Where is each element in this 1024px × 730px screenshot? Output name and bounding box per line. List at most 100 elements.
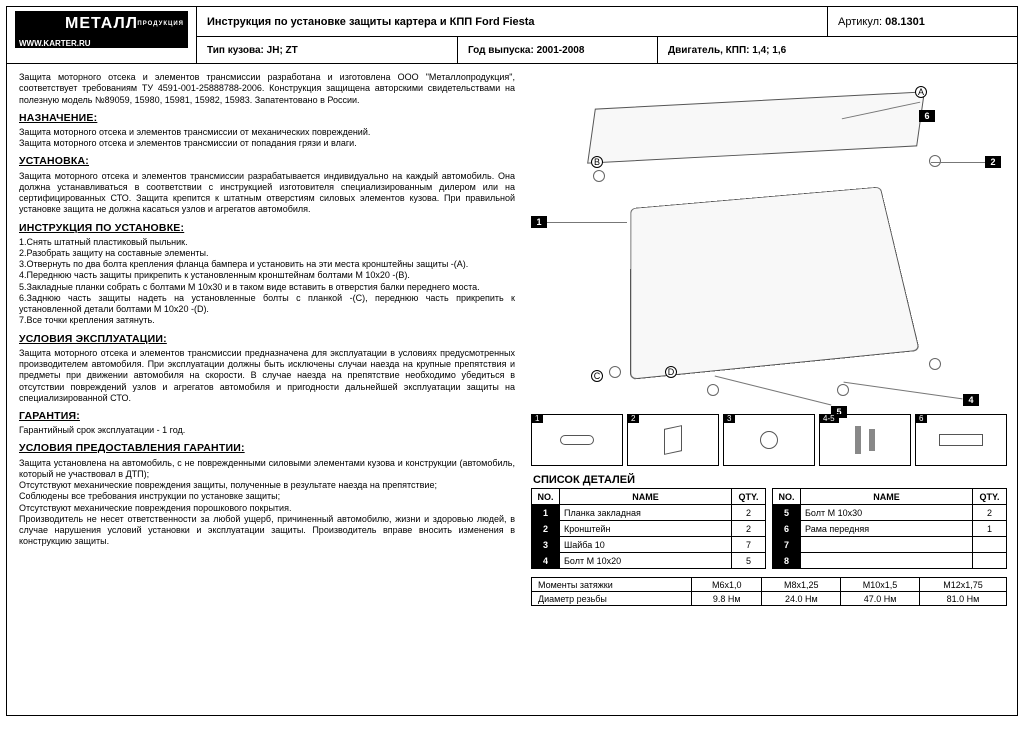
- cell-no: 7: [773, 537, 801, 553]
- cell-qty: [973, 537, 1007, 553]
- wcond-1: Защита установлена на автомобиль, с не п…: [19, 458, 515, 481]
- callout-4: 4: [963, 394, 979, 406]
- warranty-para: Гарантийный срок эксплуатации - 1 год.: [19, 425, 515, 436]
- section-purpose-h: НАЗНАЧЕНИЕ:: [19, 112, 515, 125]
- parts-heading: СПИСОК ДЕТАЛЕЙ: [533, 474, 1007, 486]
- cell-qty: 5: [732, 553, 766, 569]
- bolt-icon: [609, 366, 621, 378]
- usage-para: Защита моторного отсека и элементов тран…: [19, 348, 515, 404]
- header-row-title: Инструкция по установке защиты картера и…: [197, 7, 1017, 37]
- callout-1: 1: [531, 216, 547, 228]
- detail-box-1: 1: [531, 414, 623, 466]
- wcond-2: Отсутствуют механические повреждения защ…: [19, 480, 515, 491]
- table-row: 5Болт М 10х302: [773, 505, 1007, 521]
- torque-val: 47.0 Нм: [841, 592, 920, 606]
- wcond-5: Производитель не несет ответственности з…: [19, 514, 515, 548]
- cell-no: 6: [773, 521, 801, 537]
- section-warranty-cond-h: УСЛОВИЯ ПРЕДОСТАВЛЕНИЯ ГАРАНТИИ:: [19, 442, 515, 455]
- parts-tables: NO. NAME QTY. 1Планка закладная2 2Кроншт…: [531, 488, 1007, 569]
- cell-qty: 2: [973, 505, 1007, 521]
- logo-subtext: ПРОДУКЦИЯ: [137, 13, 184, 35]
- torque-label-1: Моменты затяжки: [532, 578, 692, 592]
- th-name: NAME: [560, 489, 732, 505]
- doc-title: Инструкция по установке защиты картера и…: [197, 16, 827, 28]
- logo-cell: МЕТАЛЛ ПРОДУКЦИЯ WWW.KARTER.RU: [7, 7, 197, 63]
- table-row: Диаметр резьбы 9.8 Нм 24.0 Нм 47.0 Нм 81…: [532, 592, 1007, 606]
- bolt-icon: [837, 384, 849, 396]
- table-row: 2Кронштейн2: [532, 521, 766, 537]
- detail-tag-2: 2: [627, 414, 639, 423]
- parts-table-left: NO. NAME QTY. 1Планка закладная2 2Кроншт…: [531, 488, 766, 569]
- logo-url: WWW.KARTER.RU: [15, 39, 188, 48]
- cell-name: Болт М 10х30: [801, 505, 973, 521]
- cell-no: 1: [532, 505, 560, 521]
- table-row: 4Болт М 10х205: [532, 553, 766, 569]
- cell-qty: 2: [732, 521, 766, 537]
- drawing-guard-plate: [630, 187, 920, 380]
- instr-3: 3.Отвернуть по два болта крепления фланц…: [19, 259, 515, 270]
- detail-tag-3: 3: [723, 414, 735, 423]
- purpose-line-2: Защита моторного отсека и элементов тран…: [19, 138, 515, 149]
- torque-val: 9.8 Нм: [692, 592, 762, 606]
- callout-letter-c: C: [591, 370, 603, 382]
- detail-box-3: 3: [723, 414, 815, 466]
- leader-line: [715, 375, 832, 405]
- engine-value: 1,4; 1,6: [752, 45, 786, 56]
- cell-qty: 2: [732, 505, 766, 521]
- th-no: NO.: [532, 489, 560, 505]
- detail-shape: [760, 431, 778, 449]
- table-row: 8: [773, 553, 1007, 569]
- bolt-icon: [929, 358, 941, 370]
- cell-name: [801, 553, 973, 569]
- install-para: Защита моторного отсека и элементов тран…: [19, 171, 515, 216]
- th-qty: QTY.: [973, 489, 1007, 505]
- leader-line: [931, 162, 987, 163]
- detail-shape: [869, 429, 875, 451]
- wcond-3: Соблюдены все требования инструкции по у…: [19, 491, 515, 502]
- th-no: NO.: [773, 489, 801, 505]
- torque-label-2: Диаметр резьбы: [532, 592, 692, 606]
- cell-no: 2: [532, 521, 560, 537]
- cell-name: Шайба 10: [560, 537, 732, 553]
- instr-4: 4.Переднюю часть защиты прикрепить к уст…: [19, 270, 515, 281]
- header-rows: Инструкция по установке защиты картера и…: [197, 7, 1017, 63]
- purpose-line-1: Защита моторного отсека и элементов тран…: [19, 127, 515, 138]
- drawing-frame-front: [587, 91, 925, 163]
- article-value: 08.1301: [885, 16, 925, 28]
- engine-cell: Двигатель, КПП: 1,4; 1,6: [657, 37, 1017, 63]
- callout-6: 6: [919, 110, 935, 122]
- table-header-row: NO. NAME QTY.: [773, 489, 1007, 505]
- torque-val: 81.0 Нм: [919, 592, 1006, 606]
- body-type-value: JH; ZT: [267, 45, 298, 56]
- callout-letter-b: B: [591, 156, 603, 168]
- year-cell: Год выпуска: 2001-2008: [457, 37, 657, 63]
- body-type-cell: Тип кузова: JH; ZT: [197, 45, 457, 56]
- detail-box-6: 6: [915, 414, 1007, 466]
- cell-qty: [973, 553, 1007, 569]
- technical-drawing: A B C D 1 2 4 5 6: [531, 70, 1007, 410]
- document-page: МЕТАЛЛ ПРОДУКЦИЯ WWW.KARTER.RU Инструкци…: [6, 6, 1018, 716]
- detail-thumbnails: 1 2 3 4-5 6: [531, 414, 1007, 466]
- instr-2: 2.Разобрать защиту на составные элементы…: [19, 248, 515, 259]
- header-row-specs: Тип кузова: JH; ZT Год выпуска: 2001-200…: [197, 37, 1017, 63]
- leader-line: [547, 222, 627, 223]
- parts-table-right: NO. NAME QTY. 5Болт М 10х302 6Рама перед…: [772, 488, 1007, 569]
- cell-qty: 7: [732, 537, 766, 553]
- wcond-4: Отсутствуют механические повреждения пор…: [19, 503, 515, 514]
- instr-1: 1.Снять штатный пластиковый пыльник.: [19, 237, 515, 248]
- section-usage-h: УСЛОВИЯ ЭКСПЛУАТАЦИИ:: [19, 333, 515, 346]
- detail-box-2: 2: [627, 414, 719, 466]
- section-install-h: УСТАНОВКА:: [19, 155, 515, 168]
- header: МЕТАЛЛ ПРОДУКЦИЯ WWW.KARTER.RU Инструкци…: [7, 7, 1017, 64]
- torque-val: 24.0 Нм: [762, 592, 841, 606]
- torque-col: М12х1,75: [919, 578, 1006, 592]
- cell-name: [801, 537, 973, 553]
- callout-letter-a: A: [915, 86, 927, 98]
- torque-col: М8х1,25: [762, 578, 841, 592]
- detail-shape: [855, 426, 861, 454]
- instr-7: 7.Все точки крепления затянуть.: [19, 315, 515, 326]
- table-row: 3Шайба 107: [532, 537, 766, 553]
- table-row: 6Рама передняя1: [773, 521, 1007, 537]
- bolt-icon: [707, 384, 719, 396]
- detail-shape: [939, 434, 983, 446]
